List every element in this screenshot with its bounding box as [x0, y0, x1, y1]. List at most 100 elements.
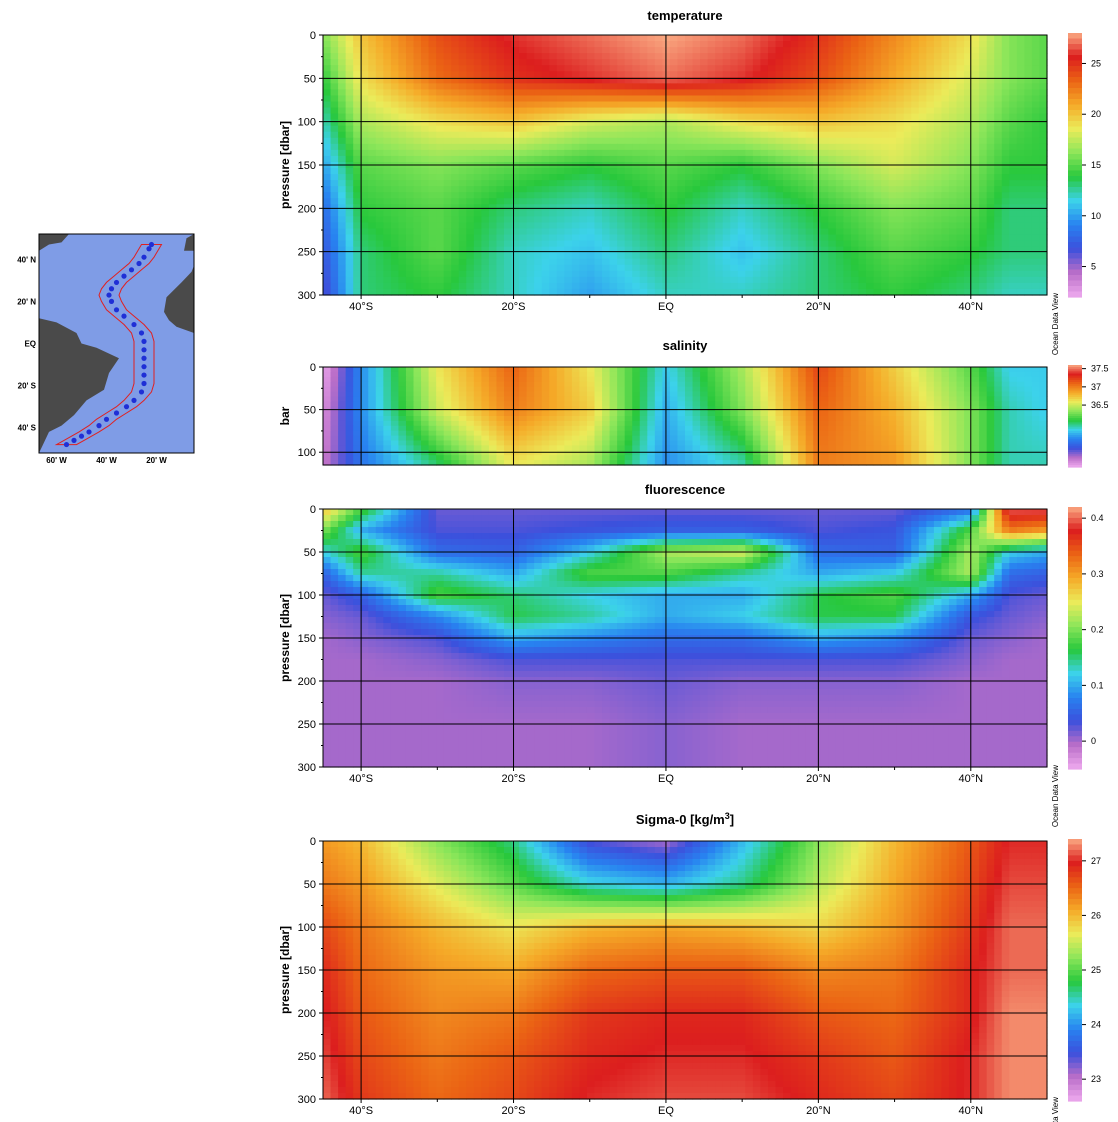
heatmap-cell	[874, 59, 882, 66]
heatmap-cell	[489, 372, 497, 378]
heatmap-cell	[527, 132, 535, 139]
heatmap-cell	[904, 392, 912, 398]
heatmap-cell	[587, 271, 595, 278]
heatmap-cell	[904, 387, 912, 393]
heatmap-cell	[843, 150, 851, 157]
heatmap-cell	[685, 283, 693, 290]
heatmap-cell	[466, 174, 474, 181]
heatmap-cell	[602, 283, 610, 290]
heatmap-cell	[1009, 283, 1017, 290]
heatmap-cell	[519, 126, 527, 133]
heatmap-cell	[338, 216, 346, 223]
heatmap-cell	[994, 95, 1002, 102]
heatmap-cell	[866, 150, 874, 157]
heatmap-cell	[610, 89, 618, 96]
heatmap-cell	[579, 150, 587, 157]
heatmap-cell	[549, 222, 557, 229]
heatmap-cell	[331, 144, 339, 151]
heatmap-cell	[414, 382, 422, 388]
heatmap-cell	[481, 35, 489, 42]
heatmap-cell	[670, 277, 678, 284]
heatmap-cell	[647, 65, 655, 72]
heatmap-cell	[542, 372, 550, 378]
heatmap-cell	[670, 144, 678, 151]
heatmap-cell	[391, 120, 399, 127]
heatmap-cell	[564, 396, 572, 402]
heatmap-cell	[1009, 235, 1017, 242]
heatmap-cell	[368, 53, 376, 60]
heatmap-cell	[331, 35, 339, 42]
heatmap-cell	[512, 210, 520, 217]
heatmap-cell	[889, 265, 897, 272]
heatmap-cell	[459, 180, 467, 187]
heatmap-cell	[738, 253, 746, 260]
heatmap-cell	[866, 392, 874, 398]
heatmap-cell	[429, 204, 437, 211]
heatmap-cell	[489, 216, 497, 223]
heatmap-cell	[323, 65, 331, 72]
heatmap-cell	[738, 198, 746, 205]
heatmap-cell	[610, 35, 618, 42]
heatmap-cell	[911, 204, 919, 211]
heatmap-cell	[798, 156, 806, 163]
heatmap-cell	[323, 180, 331, 187]
heatmap-cell	[429, 59, 437, 66]
heatmap-cell	[542, 247, 550, 254]
heatmap-cell	[504, 180, 512, 187]
heatmap-cell	[331, 277, 339, 284]
heatmap-cell	[941, 367, 949, 373]
heatmap-cell	[972, 59, 980, 66]
heatmap-cell	[957, 265, 965, 272]
heatmap-cell	[753, 144, 761, 151]
heatmap-cell	[542, 204, 550, 211]
heatmap-cell	[436, 387, 444, 393]
heatmap-cell	[323, 401, 331, 407]
heatmap-cell	[323, 71, 331, 78]
heatmap-cell	[753, 259, 761, 266]
heatmap-cell	[941, 114, 949, 121]
heatmap-cell	[904, 168, 912, 175]
heatmap-cell	[896, 35, 904, 42]
heatmap-cell	[881, 144, 889, 151]
heatmap-cell	[564, 53, 572, 60]
heatmap-cell	[768, 210, 776, 217]
heatmap-cell	[919, 120, 927, 127]
heatmap-cell	[715, 144, 723, 151]
heatmap-cell	[436, 83, 444, 90]
heatmap-cell	[489, 168, 497, 175]
heatmap-cell	[376, 174, 384, 181]
heatmap-cell	[662, 372, 670, 378]
heatmap-cell	[534, 180, 542, 187]
heatmap-cell	[806, 114, 814, 121]
colorbar: 510152025	[1068, 33, 1101, 298]
heatmap-cell	[346, 126, 354, 133]
heatmap-cell	[828, 47, 836, 54]
heatmap-cell	[549, 35, 557, 42]
heatmap-cell	[579, 204, 587, 211]
heatmap-cell	[753, 283, 761, 290]
heatmap-cell	[534, 210, 542, 217]
heatmap-cell	[768, 89, 776, 96]
heatmap-cell	[738, 216, 746, 223]
heatmap-cell	[851, 235, 859, 242]
heatmap-cell	[949, 144, 957, 151]
heatmap-cell	[1017, 53, 1025, 60]
heatmap-cell	[647, 392, 655, 398]
heatmap-cell	[617, 89, 625, 96]
heatmap-cell	[504, 377, 512, 383]
heatmap-cell	[881, 53, 889, 60]
heatmap-cell	[602, 222, 610, 229]
heatmap-cell	[723, 150, 731, 157]
heatmap-cell	[776, 168, 784, 175]
heatmap-cell	[338, 192, 346, 199]
heatmap-cell	[655, 114, 663, 121]
heatmap-cell	[595, 396, 603, 402]
heatmap-cell	[632, 168, 640, 175]
heatmap-cell	[376, 126, 384, 133]
heatmap-cell	[436, 126, 444, 133]
heatmap-cell	[617, 47, 625, 54]
heatmap-cell	[941, 192, 949, 199]
heatmap-cell	[715, 367, 723, 373]
colorbar-tick-label: 10	[1091, 211, 1101, 221]
heatmap-cell	[994, 216, 1002, 223]
